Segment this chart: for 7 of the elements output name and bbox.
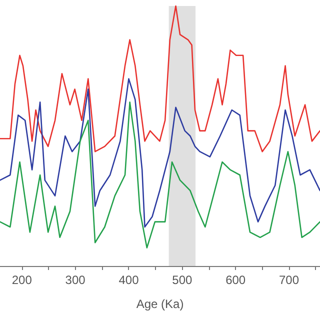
x-tick-label: 300 — [65, 273, 86, 287]
x-tick-label: 600 — [226, 273, 246, 287]
x-tick-label: 500 — [172, 273, 192, 287]
x-tick-label: 400 — [118, 273, 140, 287]
x-tick-label: 700 — [279, 273, 300, 287]
x-tick-label: 200 — [12, 273, 32, 287]
x-axis-title: Age (Ka) — [136, 297, 184, 311]
